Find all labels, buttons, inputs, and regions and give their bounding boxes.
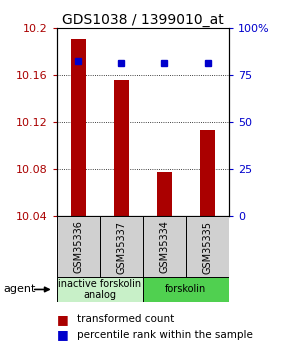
Text: GSM35336: GSM35336 <box>73 220 83 274</box>
Bar <box>114 80 129 216</box>
Text: ■: ■ <box>57 313 68 326</box>
Bar <box>70 39 86 216</box>
Bar <box>200 130 215 216</box>
Text: inactive forskolin
analog: inactive forskolin analog <box>58 279 141 300</box>
Text: GSM35337: GSM35337 <box>116 220 126 274</box>
Bar <box>57 216 100 278</box>
Bar <box>143 277 229 302</box>
Text: forskolin: forskolin <box>165 285 206 294</box>
Text: ■: ■ <box>57 328 68 341</box>
Bar <box>186 216 229 278</box>
Bar <box>100 216 143 278</box>
Text: transformed count: transformed count <box>77 314 174 324</box>
Text: GSM35335: GSM35335 <box>202 220 213 274</box>
Bar <box>157 172 172 216</box>
Text: GSM35334: GSM35334 <box>160 220 169 274</box>
Text: agent: agent <box>3 285 35 294</box>
Text: percentile rank within the sample: percentile rank within the sample <box>77 330 253 339</box>
Bar <box>143 216 186 278</box>
Title: GDS1038 / 1399010_at: GDS1038 / 1399010_at <box>62 12 224 27</box>
Bar <box>57 277 143 302</box>
